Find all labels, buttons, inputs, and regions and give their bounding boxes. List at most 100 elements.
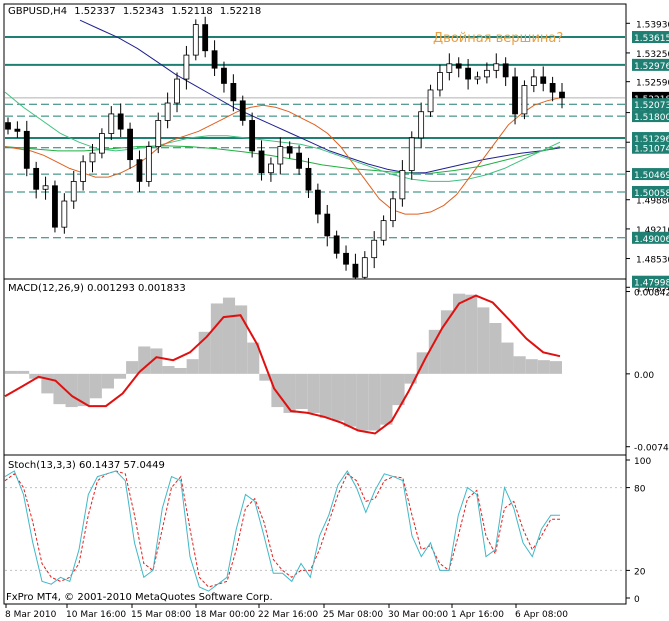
price-bar-body — [136, 159, 143, 182]
price-bar-body — [268, 163, 274, 174]
price-bar-body — [230, 83, 237, 102]
price-bar-body — [145, 146, 152, 182]
price-bar-body — [380, 220, 387, 241]
macd-histogram-bar — [5, 370, 18, 374]
time-axis: 8 Mar 2010 10 Mar 16:00 15 Mar 08:00 18 Mar… — [5, 604, 568, 620]
ma-fast-line — [4, 97, 561, 215]
macd-histogram-bar — [101, 373, 114, 389]
price-bar-body — [371, 239, 378, 259]
price-tick-label: 1.48530 — [636, 256, 669, 266]
price-level-tag — [632, 31, 669, 44]
price-bar-body — [183, 54, 190, 80]
ohlc-low: 1.52118 — [171, 6, 212, 17]
price-bar-body — [80, 161, 87, 182]
price-tick-label: 1.52590 — [636, 79, 669, 89]
price-level-tag — [632, 58, 669, 71]
price-bar-body — [418, 111, 425, 139]
macd-histogram-bar — [380, 373, 393, 425]
price-bar-body — [493, 63, 500, 71]
price-bar-body — [314, 189, 321, 215]
price-bar-body — [5, 122, 11, 130]
macd-histogram-bar — [17, 370, 30, 374]
ohlc-open: 1.52337 — [74, 6, 115, 17]
price-level-tag — [632, 185, 669, 198]
price-bar-body — [286, 146, 293, 154]
macd-histogram-bar — [210, 303, 223, 374]
price-level-tag-label: 1.52073 — [634, 101, 669, 111]
price-bar-body — [399, 170, 406, 200]
price-bar-body — [127, 128, 133, 161]
price-bar-body — [502, 63, 509, 78]
macd-histogram-bar — [295, 373, 308, 410]
price-level-tag-label: 1.50469 — [634, 171, 669, 181]
time-tick-label: 8 Mar 2010 — [5, 610, 57, 620]
price-level-tag — [632, 141, 669, 154]
ohlc-close: 1.52218 — [220, 6, 261, 17]
stoch-panel[interactable] — [3, 454, 627, 605]
macd-histogram-bar — [344, 373, 357, 427]
price-bar-body — [559, 91, 565, 99]
macd-histogram-bar — [174, 367, 187, 374]
macd-title: MACD(12,26,9) 0.001293 0.001833 — [8, 283, 186, 294]
macd-histogram-bar — [404, 373, 417, 384]
price-tick-label: 1.49210 — [636, 226, 669, 236]
price-bar-body — [42, 185, 49, 190]
price-bar-body — [221, 67, 227, 84]
macd-histogram-bar — [537, 360, 550, 374]
macd-histogram-bar — [331, 373, 345, 421]
double-top-annotation: Двойная вершина? — [433, 31, 563, 46]
macd-signal-line — [4, 294, 561, 435]
chart-header: GBPUSD,H4 1.52337 1.52343 1.52118 1.5221… — [8, 6, 261, 17]
price-bar-body — [249, 120, 256, 152]
price-tags: 1.536151.529761.522181.520731.518001.512… — [632, 31, 669, 289]
macd-histogram-bar — [113, 373, 127, 379]
macd-histogram-bar — [356, 373, 369, 431]
price-tick-label: 1.49880 — [636, 197, 669, 207]
price-level-tag — [632, 110, 669, 123]
price-level-tag-label: 1.51074 — [634, 145, 669, 155]
macd-histogram-bar — [150, 348, 163, 374]
price-bar-body — [427, 89, 434, 113]
price-bar-body — [277, 146, 284, 165]
price-bar-body — [352, 263, 359, 278]
macd-histogram-bar — [259, 373, 272, 381]
macd-histogram-bar — [549, 361, 562, 374]
copyright-text: FxPro MT4, © 2001-2010 MetaQuotes Softwa… — [6, 592, 273, 603]
price-bar-body — [174, 78, 180, 104]
price-bar-body — [390, 198, 396, 222]
price-bar-body — [98, 133, 105, 154]
stoch-tick-label: 0 — [634, 595, 640, 605]
price-bar-body — [549, 83, 556, 93]
price-bar-body — [239, 100, 246, 121]
time-tick-label: 22 Mar 16:00 — [258, 610, 318, 620]
time-tick-label: 15 Mar 08:00 — [131, 610, 191, 620]
time-tick-label: 10 Mar 16:00 — [66, 610, 126, 620]
price-series — [4, 16, 565, 287]
price-bar-body — [202, 24, 209, 52]
price-bar-body — [258, 150, 265, 174]
price-tick-label: 1.53250 — [636, 50, 669, 60]
stoch-series — [4, 470, 625, 592]
price-bar-body — [408, 137, 415, 171]
macd-histogram-bar — [477, 307, 490, 374]
ma-slow-blue-line — [79, 19, 561, 174]
price-level-tag-label: 1.51800 — [634, 113, 669, 123]
macd-histogram-bar — [525, 359, 538, 374]
macd-histogram-bar — [77, 373, 90, 407]
macd-histogram-bar — [222, 297, 236, 374]
price-bar-body — [474, 76, 481, 80]
time-tick-label: 30 Mar 00:00 — [388, 610, 448, 620]
price-level-tag — [632, 98, 669, 111]
macd-histogram-bar — [465, 294, 478, 374]
price-bar-body — [437, 72, 443, 91]
price-bar-body — [343, 252, 349, 265]
price-bar-body — [211, 50, 218, 69]
stoch-title: Stoch(13,3,3) 60.1437 57.0449 — [8, 460, 165, 471]
price-panel[interactable] — [3, 3, 627, 298]
price-level-tag — [632, 231, 669, 244]
macd-histogram-bar — [271, 373, 284, 408]
stoch-tick-label: 80 — [634, 485, 646, 495]
macd-series — [4, 293, 562, 435]
